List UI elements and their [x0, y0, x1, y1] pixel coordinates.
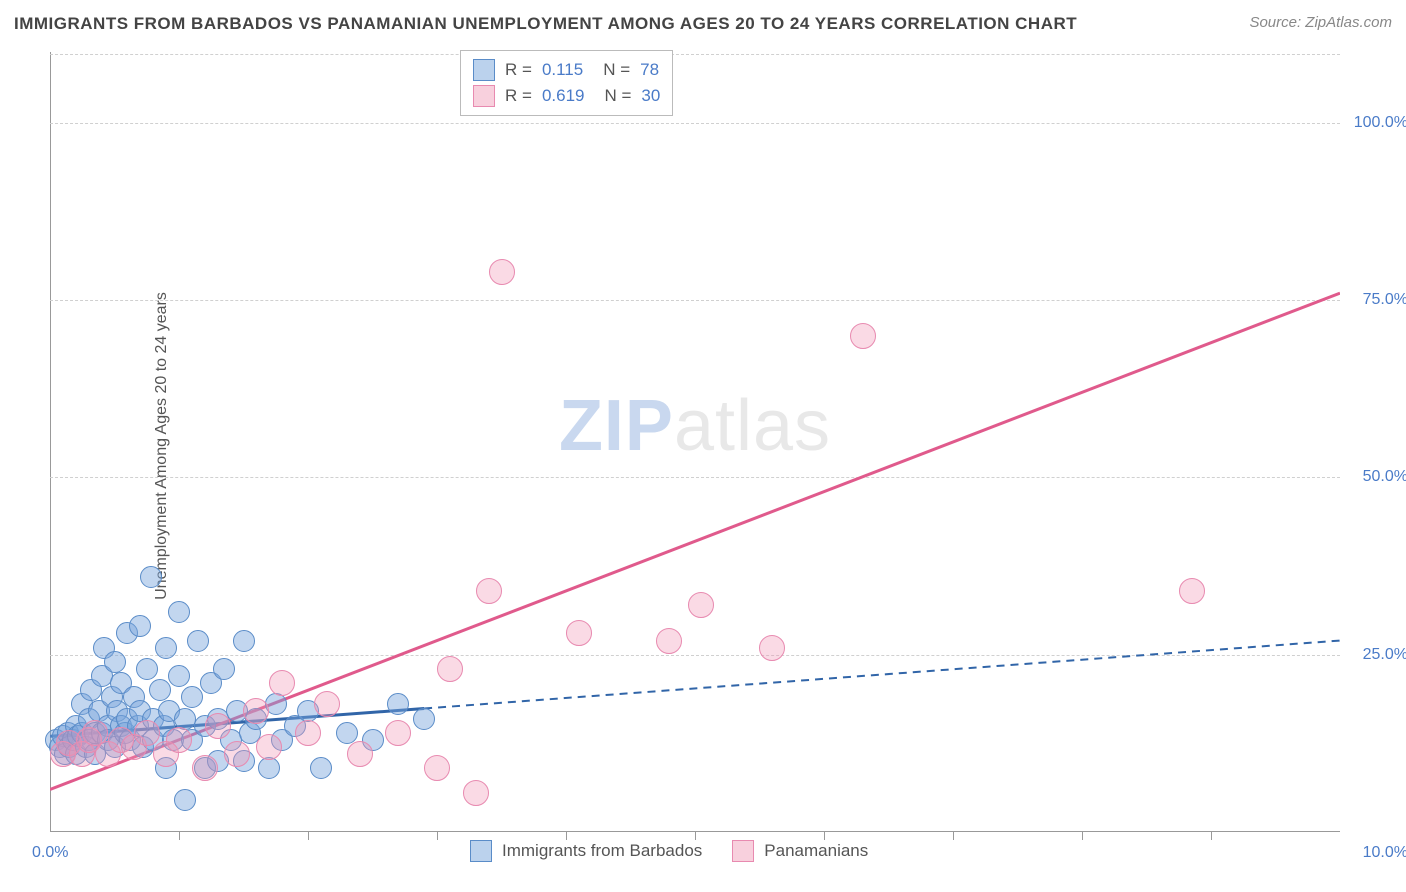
gridline — [50, 477, 1340, 478]
y-axis-line — [50, 52, 51, 832]
legend-swatch — [473, 85, 495, 107]
legend-item: Immigrants from Barbados — [470, 840, 702, 862]
legend-n-label: N = — [603, 60, 630, 80]
data-point — [656, 628, 682, 654]
legend-n-value: 30 — [641, 86, 660, 106]
xtick — [308, 832, 309, 840]
data-point — [413, 708, 435, 730]
legend-series: Immigrants from Barbados Panamanians — [470, 840, 868, 862]
legend-n-label: N = — [604, 86, 631, 106]
legend-stats: R = 0.115 N = 78 R = 0.619 N = 30 — [460, 50, 673, 116]
data-point — [187, 630, 209, 652]
legend-r-label: R = — [505, 86, 532, 106]
watermark-zip: ZIP — [559, 386, 674, 466]
data-point — [205, 713, 231, 739]
legend-r-value: 0.115 — [542, 60, 583, 80]
watermark: ZIPatlas — [559, 385, 831, 467]
ytick-label: 75.0% — [1363, 291, 1406, 309]
data-point — [134, 720, 160, 746]
data-point — [104, 651, 126, 673]
ytick-label: 100.0% — [1354, 114, 1406, 132]
gridline — [50, 54, 1340, 55]
chart-title: IMMIGRANTS FROM BARBADOS VS PANAMANIAN U… — [14, 14, 1077, 34]
data-point — [140, 566, 162, 588]
data-point — [136, 658, 158, 680]
legend-item-label: Panamanians — [764, 841, 868, 861]
data-point — [295, 720, 321, 746]
xtick — [824, 832, 825, 840]
data-point — [181, 686, 203, 708]
data-point — [437, 656, 463, 682]
legend-r-value: 0.619 — [542, 86, 585, 106]
xtick-label-max: 10.0% — [1363, 844, 1406, 862]
data-point — [347, 741, 373, 767]
xtick — [179, 832, 180, 840]
data-point — [149, 679, 171, 701]
legend-swatch — [732, 840, 754, 862]
trend-line-dashed — [424, 641, 1340, 709]
legend-stat-row: R = 0.115 N = 78 — [473, 57, 660, 83]
data-point — [168, 665, 190, 687]
data-point — [166, 727, 192, 753]
data-point — [174, 789, 196, 811]
data-point — [387, 693, 409, 715]
xtick — [437, 832, 438, 840]
gridline — [50, 123, 1340, 124]
legend-r-label: R = — [505, 60, 532, 80]
legend-swatch — [473, 59, 495, 81]
legend-item: Panamanians — [732, 840, 868, 862]
data-point — [310, 757, 332, 779]
data-point — [129, 615, 151, 637]
data-point — [850, 323, 876, 349]
data-point — [192, 755, 218, 781]
data-point — [1179, 578, 1205, 604]
legend-stat-row: R = 0.619 N = 30 — [473, 83, 660, 109]
ytick-label: 25.0% — [1363, 646, 1406, 664]
data-point — [566, 620, 592, 646]
plot-area: ZIPatlas 25.0%50.0%75.0%100.0% 0.0% 10.0… — [50, 52, 1340, 832]
data-point — [314, 691, 340, 717]
legend-swatch — [470, 840, 492, 862]
data-point — [258, 757, 280, 779]
ytick-label: 50.0% — [1363, 468, 1406, 486]
data-point — [424, 755, 450, 781]
xtick — [566, 832, 567, 840]
xtick — [695, 832, 696, 840]
data-point — [256, 734, 282, 760]
xtick — [953, 832, 954, 840]
xtick-label-min: 0.0% — [32, 844, 68, 862]
data-point — [224, 741, 250, 767]
gridline — [50, 655, 1340, 656]
data-point — [243, 698, 269, 724]
data-point — [233, 630, 255, 652]
xtick — [1082, 832, 1083, 840]
source-label: Source: ZipAtlas.com — [1249, 14, 1392, 31]
data-point — [155, 637, 177, 659]
data-point — [489, 259, 515, 285]
data-point — [269, 670, 295, 696]
legend-item-label: Immigrants from Barbados — [502, 841, 702, 861]
data-point — [476, 578, 502, 604]
data-point — [759, 635, 785, 661]
data-point — [688, 592, 714, 618]
watermark-atlas: atlas — [674, 386, 831, 466]
data-point — [385, 720, 411, 746]
gridline — [50, 300, 1340, 301]
xtick — [1211, 832, 1212, 840]
legend-n-value: 78 — [640, 60, 659, 80]
data-point — [463, 780, 489, 806]
data-point — [168, 601, 190, 623]
data-point — [336, 722, 358, 744]
data-point — [213, 658, 235, 680]
